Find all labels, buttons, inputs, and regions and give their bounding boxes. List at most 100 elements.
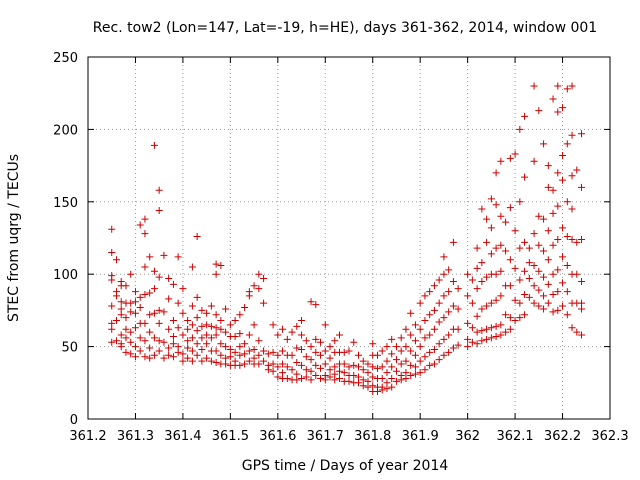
data-point (222, 328, 230, 336)
x-axis: 361.2 361.3 361.4 361.5 361.6 361.7 361.8 361.9… (69, 57, 629, 444)
data-point (578, 277, 586, 285)
data-point (141, 290, 149, 298)
data-point (407, 372, 415, 380)
data-point (426, 288, 434, 296)
data-point (231, 317, 239, 325)
data-point (497, 267, 505, 275)
data-point (222, 343, 230, 351)
data-point (169, 317, 177, 325)
data-point (188, 321, 196, 329)
data-point (435, 340, 443, 348)
data-point (179, 331, 187, 339)
data-point (487, 324, 495, 332)
data-point (468, 338, 476, 346)
data-point (122, 348, 130, 356)
data-point (264, 366, 272, 374)
data-point (141, 263, 149, 271)
data-point (317, 338, 325, 346)
data-point (184, 317, 192, 325)
data-point (155, 306, 163, 314)
data-point (141, 337, 149, 345)
data-point (250, 282, 258, 290)
data-point (331, 376, 339, 384)
data-point (478, 205, 486, 213)
data-point (179, 350, 187, 358)
data-point (563, 85, 571, 93)
data-point (416, 357, 424, 365)
data-point (359, 382, 367, 390)
data-point (397, 376, 405, 384)
data-point (430, 360, 438, 368)
data-point (269, 367, 277, 375)
data-point (117, 343, 125, 351)
data-point (122, 314, 130, 322)
data-point (331, 363, 339, 371)
data-point (554, 108, 562, 116)
data-point (155, 337, 163, 345)
data-point (483, 325, 491, 333)
data-point (502, 311, 510, 319)
data-point (336, 331, 344, 339)
data-point (563, 233, 571, 241)
data-point (554, 288, 562, 296)
x-tick-label: 362 (455, 429, 480, 444)
data-point (179, 309, 187, 317)
data-point (416, 325, 424, 333)
data-point (392, 343, 400, 351)
data-point (312, 348, 320, 356)
data-point (226, 345, 234, 353)
data-point (207, 357, 215, 365)
data-point (440, 351, 448, 359)
data-point (549, 186, 557, 194)
data-point (222, 305, 230, 313)
data-point (497, 292, 505, 300)
data-point (487, 195, 495, 203)
data-point (255, 337, 263, 345)
data-point (250, 321, 258, 329)
data-point (350, 372, 358, 380)
data-point (260, 299, 268, 307)
data-point (554, 235, 562, 243)
data-point (516, 276, 524, 284)
data-point (511, 227, 519, 235)
data-point (340, 369, 348, 377)
data-point (478, 277, 486, 285)
data-point (160, 338, 168, 346)
data-point (122, 334, 130, 342)
data-point (193, 340, 201, 348)
data-point (502, 328, 510, 336)
y-tick-label: 0 (70, 413, 78, 428)
data-point (188, 302, 196, 310)
x-tick-label: 361.6 (259, 429, 296, 444)
data-point (146, 344, 154, 352)
data-point (516, 198, 524, 206)
data-point (283, 335, 291, 343)
data-point (359, 366, 367, 374)
data-point (487, 224, 495, 232)
data-point (146, 328, 154, 336)
data-point (544, 183, 552, 191)
data-point (231, 332, 239, 340)
data-point (388, 374, 396, 382)
data-point (416, 299, 424, 307)
data-point (535, 286, 543, 294)
data-point (302, 337, 310, 345)
data-point (464, 335, 472, 343)
data-point (340, 348, 348, 356)
data-point (127, 270, 135, 278)
data-point (411, 351, 419, 359)
x-tick-label: 361.4 (164, 429, 201, 444)
data-point (559, 176, 567, 184)
data-point (131, 353, 139, 361)
data-point (530, 82, 538, 90)
x-tick-label: 361.9 (402, 429, 439, 444)
data-point (184, 354, 192, 362)
data-point (502, 218, 510, 226)
data-point (578, 183, 586, 191)
data-point (136, 304, 144, 312)
data-point (440, 270, 448, 278)
data-point (293, 376, 301, 384)
data-point (169, 353, 177, 361)
data-point (165, 275, 173, 283)
data-point (530, 230, 538, 238)
